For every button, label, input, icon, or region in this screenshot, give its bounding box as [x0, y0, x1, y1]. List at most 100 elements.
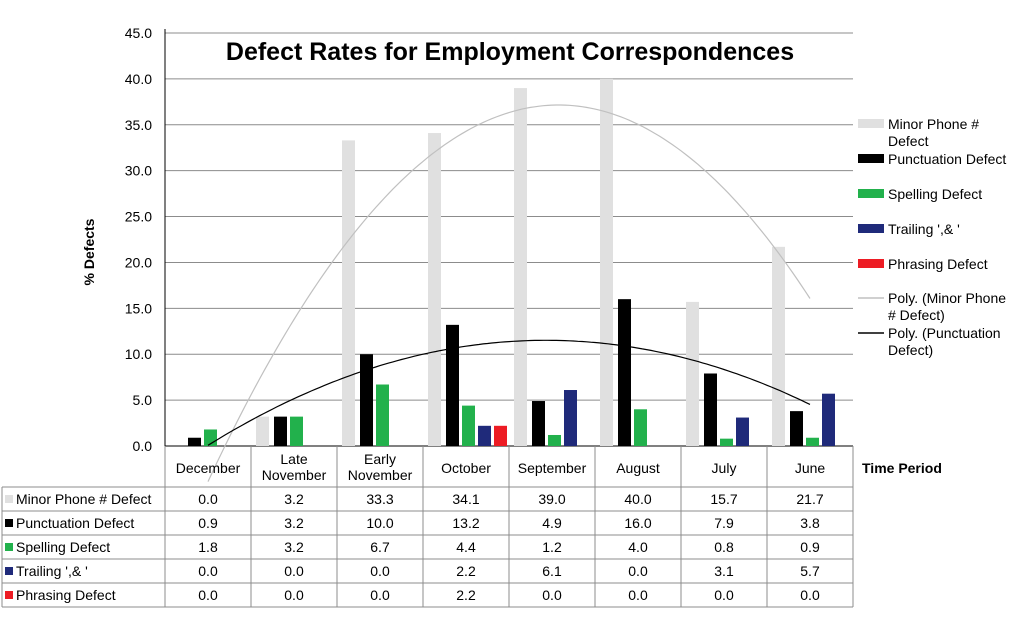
- grid-lines: [165, 32, 853, 447]
- table-cell: 33.3: [366, 491, 393, 507]
- table-cell: 4.4: [456, 539, 476, 555]
- table-legend-key: [5, 567, 13, 575]
- bar: [428, 133, 441, 446]
- legend-label: Punctuation Defect: [888, 151, 1006, 167]
- bars: [188, 78, 835, 447]
- table-cell: 0.0: [714, 587, 734, 603]
- table-cell: 16.0: [624, 515, 651, 531]
- x-tick-label: September: [518, 460, 587, 476]
- table-cell: 3.2: [284, 491, 304, 507]
- chart-title: Defect Rates for Employment Corresponden…: [226, 38, 794, 66]
- legend-swatch: [858, 189, 884, 198]
- legend-swatch: [858, 154, 884, 163]
- bar: [494, 425, 507, 446]
- table-row-label: Trailing ',& ': [16, 563, 88, 579]
- table-legend-key: [5, 519, 13, 527]
- y-tick-label: 45.0: [125, 25, 152, 41]
- table-cell: 0.9: [198, 515, 218, 531]
- table-cell: 0.0: [198, 563, 218, 579]
- table-cell: 7.9: [714, 515, 734, 531]
- legend-label: Phrasing Defect: [888, 256, 988, 272]
- bar: [772, 246, 785, 446]
- table-row-label: Minor Phone # Defect: [16, 491, 152, 507]
- table-cell: 3.8: [800, 515, 820, 531]
- table-cell: 0.0: [628, 563, 648, 579]
- y-tick-label: 15.0: [125, 300, 152, 316]
- table-cell: 5.7: [800, 563, 820, 579]
- bar: [462, 405, 475, 446]
- bar: [634, 409, 647, 446]
- bar: [274, 416, 287, 446]
- bar: [564, 390, 577, 446]
- trendline: [207, 104, 811, 482]
- y-tick-label: 30.0: [125, 163, 152, 179]
- trendlines: [207, 104, 811, 482]
- bar: [342, 140, 355, 446]
- y-axis-label: % Defects: [81, 218, 97, 285]
- legend-label: Defect: [888, 133, 929, 149]
- table-cell: 40.0: [624, 491, 651, 507]
- table-cell: 10.0: [366, 515, 393, 531]
- table-cell: 6.1: [542, 563, 562, 579]
- legend-label: Defect): [888, 342, 933, 358]
- bar: [600, 78, 613, 446]
- table-cell: 4.0: [628, 539, 648, 555]
- bar: [822, 393, 835, 446]
- table-cell: 0.9: [800, 539, 820, 555]
- legend-label: Poly. (Punctuation: [888, 325, 1001, 341]
- x-tick-label: Early: [364, 451, 396, 467]
- table-cell: 0.0: [284, 587, 304, 603]
- table-cell: 1.8: [198, 539, 218, 555]
- x-tick-label: December: [176, 460, 241, 476]
- y-tick-label: 5.0: [133, 392, 153, 408]
- x-tick-label: November: [348, 467, 413, 483]
- trendline: [207, 339, 811, 446]
- table-cell: 3.1: [714, 563, 734, 579]
- y-tick-label: 20.0: [125, 254, 152, 270]
- bar: [618, 299, 631, 446]
- table-cell: 6.7: [370, 539, 390, 555]
- table-cell: 13.2: [452, 515, 479, 531]
- x-tick-label: July: [712, 460, 737, 476]
- bar: [806, 437, 819, 446]
- bar: [548, 434, 561, 446]
- legend-swatch: [858, 119, 884, 128]
- x-tick-label: Late: [280, 451, 307, 467]
- legend-label: Poly. (Minor Phone: [888, 290, 1006, 306]
- table-cell: 0.0: [370, 563, 390, 579]
- legend-swatch: [858, 224, 884, 233]
- table-cell: 0.0: [370, 587, 390, 603]
- table-cell: 2.2: [456, 587, 476, 603]
- y-tick-label: 0.0: [133, 438, 153, 454]
- table-row-label: Phrasing Defect: [16, 587, 116, 603]
- legend-label: Trailing ',& ': [888, 221, 960, 237]
- table-legend-key: [5, 543, 13, 551]
- table-cell: 0.0: [628, 587, 648, 603]
- x-tick-label: October: [441, 460, 491, 476]
- legend: Minor Phone #Defect Punctuation Defect Spe…: [858, 116, 1006, 358]
- table-row-label: Punctuation Defect: [16, 515, 134, 531]
- bar: [256, 416, 269, 446]
- y-tick-label: 40.0: [125, 71, 152, 87]
- table-cell: 0.0: [198, 587, 218, 603]
- table-legend-key: [5, 495, 13, 503]
- bar: [376, 384, 389, 446]
- x-axis-label: Time Period: [862, 460, 942, 476]
- bar: [188, 437, 201, 446]
- table-cell: 0.0: [198, 491, 218, 507]
- y-tick-label: 25.0: [125, 209, 152, 225]
- legend-label: Minor Phone #: [888, 116, 979, 132]
- bar: [446, 324, 459, 446]
- bar: [704, 373, 717, 446]
- x-tick-label: August: [616, 460, 660, 476]
- table-cell: 21.7: [796, 491, 823, 507]
- table-cell: 0.8: [714, 539, 734, 555]
- y-tick-label: 35.0: [125, 117, 152, 133]
- bar: [686, 301, 699, 446]
- bar: [790, 411, 803, 446]
- table-cell: 39.0: [538, 491, 565, 507]
- table-cell: 0.0: [542, 587, 562, 603]
- y-axis: 0.0 5.0 10.0 15.0 20.0 25.0 30.0 35.0 40.0 45.0: [125, 25, 853, 454]
- table-cell: 3.2: [284, 539, 304, 555]
